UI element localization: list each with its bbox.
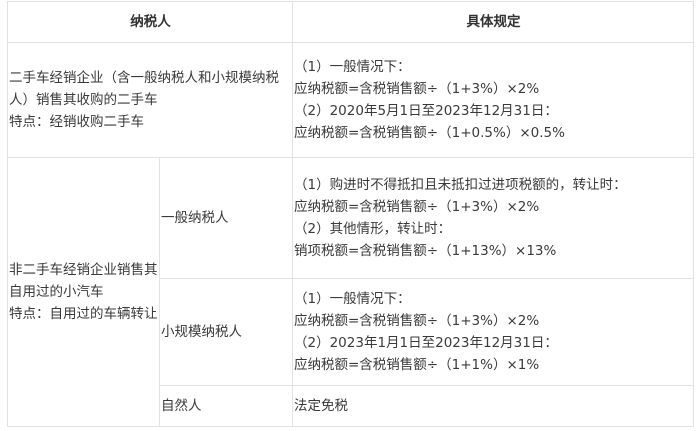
natural-person-rule: 法定免税 [292,385,694,427]
small-taxpayer-rule: （1）一般情况下： 应纳税额=含税销售额÷（1+3%）×2% （2）2023年1… [292,278,694,386]
tax-rules-table: 纳税人 具体规定 二手车经销企业（含一般纳税人和小规模纳税人）销售其收购的二手车… [7,1,694,427]
header-row: 纳税人 具体规定 [7,1,694,43]
small-taxpayer-label: 小规模纳税人 [159,278,293,386]
table-row: 小规模纳税人 （1）一般情况下： 应纳税额=含税销售额÷（1+3%）×2% （2… [8,278,694,386]
dealer-label: 二手车经销企业（含一般纳税人和小规模纳税人）销售其收购的二手车 特点：经销收购二… [7,42,293,158]
header-rules: 具体规定 [292,1,694,43]
table-row: 自然人 法定免税 [8,385,694,427]
table-row: 非二手车经销企业销售其自用过的小汽车 特点：自用过的车辆转让 一般纳税人 （1）… [7,157,694,427]
dealer-rule: （1）一般情况下： 应纳税额=含税销售额÷（1+3%）×2% （2）2020年5… [292,42,694,158]
natural-person-label: 自然人 [159,385,293,427]
non-dealer-label: 非二手车经销企业销售其自用过的小汽车 特点：自用过的车辆转让 [7,157,160,427]
header-taxpayer: 纳税人 [7,1,293,43]
general-taxpayer-label: 一般纳税人 [159,157,293,279]
table-row: 二手车经销企业（含一般纳税人和小规模纳税人）销售其收购的二手车 特点：经销收购二… [7,42,694,158]
general-taxpayer-rule: （1）购进时不得抵扣且未抵扣过进项税额的，转让时： 应纳税额=含税销售额÷（1+… [292,157,694,279]
